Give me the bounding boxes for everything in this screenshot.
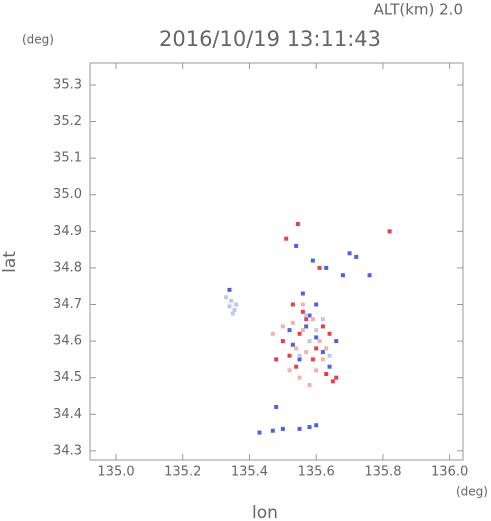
- y-tick-label: 34.7: [53, 297, 82, 312]
- x-tick-label: 135.4: [231, 465, 268, 480]
- data-point: [314, 302, 319, 307]
- data-point: [307, 425, 312, 430]
- y-unit: (deg): [22, 33, 54, 47]
- x-axis-label: lon: [252, 503, 278, 521]
- data-point: [327, 331, 332, 336]
- data-point: [232, 307, 237, 312]
- data-point: [307, 382, 312, 387]
- data-point: [314, 368, 319, 373]
- data-point: [354, 254, 359, 259]
- data-point: [227, 304, 232, 309]
- y-tick-label: 34.6: [53, 334, 82, 349]
- data-point: [290, 342, 295, 347]
- data-point: [314, 423, 319, 428]
- data-point: [287, 353, 292, 358]
- data-point: [294, 364, 299, 369]
- data-point: [280, 339, 285, 344]
- data-point: [270, 331, 275, 336]
- data-point: [297, 353, 302, 358]
- data-point: [324, 346, 329, 351]
- data-point: [340, 273, 345, 278]
- data-point: [320, 350, 325, 355]
- data-point: [310, 258, 315, 263]
- data-point: [310, 317, 315, 322]
- data-point: [307, 313, 312, 318]
- data-point: [257, 430, 262, 435]
- data-point: [274, 357, 279, 362]
- y-tick-label: 35.1: [53, 151, 82, 166]
- data-point: [304, 313, 309, 318]
- x-tick-label: 135.6: [298, 465, 335, 480]
- data-point: [330, 379, 335, 384]
- data-point: [320, 317, 325, 322]
- data-point: [290, 302, 295, 307]
- data-point: [320, 357, 325, 362]
- data-point: [387, 229, 392, 234]
- y-tick-label: 35.3: [53, 77, 82, 92]
- y-tick-label: 34.8: [53, 260, 82, 275]
- data-point: [224, 295, 229, 300]
- data-point: [295, 221, 300, 226]
- data-point: [314, 346, 319, 351]
- data-point: [270, 428, 275, 433]
- x-tick-label: 135.8: [364, 465, 401, 480]
- data-point: [294, 346, 299, 351]
- y-tick-label: 34.9: [53, 224, 82, 239]
- plot-frame: [89, 62, 464, 461]
- data-point: [317, 265, 322, 270]
- data-point: [234, 302, 239, 307]
- data-point: [320, 324, 325, 329]
- data-point: [367, 273, 372, 278]
- y-tick-label: 34.5: [53, 370, 82, 385]
- data-point: [307, 339, 312, 344]
- data-point: [314, 335, 319, 340]
- data-point: [229, 298, 234, 303]
- data-point: [297, 331, 302, 336]
- data-point: [274, 404, 279, 409]
- data-point: [297, 357, 302, 362]
- data-point: [297, 375, 302, 380]
- data-point: [347, 251, 352, 256]
- data-point: [300, 309, 305, 314]
- data-point: [290, 320, 295, 325]
- y-tick-label: 35.2: [53, 114, 82, 129]
- data-point: [327, 353, 332, 358]
- data-point: [334, 375, 339, 380]
- x-tick-label: 135.0: [97, 465, 134, 480]
- data-point: [287, 368, 292, 373]
- data-point: [304, 317, 309, 322]
- y-axis-label: lat: [0, 251, 20, 273]
- data-point: [284, 236, 289, 241]
- data-point: [300, 328, 305, 333]
- y-tick-label: 34.4: [53, 407, 82, 422]
- y-tick-label: 34.3: [53, 443, 82, 458]
- data-point: [280, 426, 285, 431]
- data-point: [280, 324, 285, 329]
- data-point: [294, 243, 299, 248]
- data-point: [324, 265, 329, 270]
- x-tick-label: 135.2: [164, 465, 201, 480]
- data-point: [314, 328, 319, 333]
- y-tick-label: 35.0: [53, 187, 82, 202]
- data-point: [334, 339, 339, 344]
- data-point: [227, 287, 232, 292]
- data-point: [324, 372, 329, 377]
- data-point: [317, 339, 322, 344]
- data-point: [327, 364, 332, 369]
- altitude-label: ALT(km) 2.0: [374, 1, 463, 19]
- x-unit: (deg): [456, 485, 488, 499]
- data-point: [300, 302, 305, 307]
- data-point: [304, 350, 309, 355]
- data-point: [287, 328, 292, 333]
- data-point: [310, 357, 315, 362]
- x-tick-label: 136.0: [431, 465, 468, 480]
- data-point: [230, 311, 235, 316]
- data-point: [304, 324, 309, 329]
- data-point: [300, 291, 305, 296]
- data-point: [297, 426, 302, 431]
- chart-title: 2016/10/19 13:11:43: [159, 27, 381, 51]
